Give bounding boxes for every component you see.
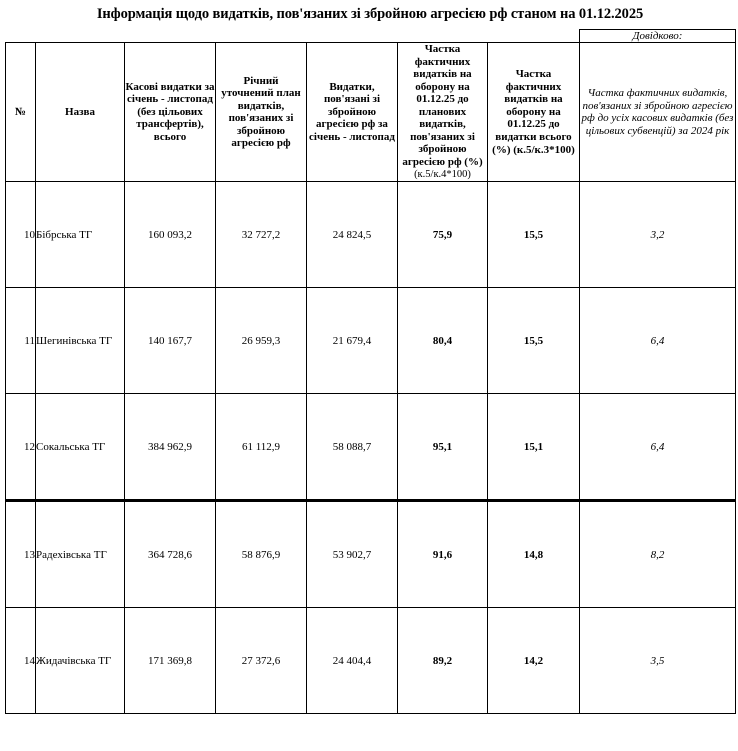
cell-annual-plan: 32 727,2 [215,181,307,289]
cell-actual: 53 902,7 [306,499,398,609]
spacer-cell-7 [488,29,580,43]
table-row[interactable]: 13 Радехівська ТГ 364 728,6 58 876,9 53 … [5,499,736,609]
header-name: Назва [35,42,125,183]
spacer-cell-4 [216,29,307,43]
page-title: Інформація щодо видатків, пов'язаних зі … [96,6,644,22]
cell-actual: 24 824,5 [306,181,398,289]
cell-name: Жидачівська ТГ [35,607,125,715]
spacer-cell-2 [36,29,125,43]
cell-annual-plan: 61 112,9 [215,393,307,502]
cell-share-of-total: 15,1 [487,393,580,502]
cell-row-number: 10 [5,181,36,289]
header-share-of-total-main: Частка фактичних видатків на оборону на … [495,68,572,143]
cell-share-of-plan: 89,2 [397,607,488,715]
cell-reference-2024: 6,4 [579,287,736,395]
header-num: № [5,42,36,183]
cell-annual-plan: 58 876,9 [215,499,307,609]
cell-annual-plan: 27 372,6 [215,607,307,715]
cell-name: Радехівська ТГ [35,499,125,609]
expenditures-table: Довідково: № Назва Касові видатки за січ… [5,28,736,715]
cell-cash-total: 160 093,2 [124,181,216,289]
cell-share-of-plan: 80,4 [397,287,488,395]
cell-share-of-total: 15,5 [487,287,580,395]
cell-reference-2024: 3,5 [579,607,736,715]
spacer-cell-1 [6,29,36,43]
header-share-of-total-formula: (%) (к.5/к.3*100) [492,143,575,156]
cell-cash-total: 171 369,8 [124,607,216,715]
header-annual-plan: Річний уточнений план видатків, пов'язан… [215,42,307,183]
header-share-of-plan: Частка фактичних видатків на оборону на … [397,42,488,183]
table-row[interactable]: 11 Шегинівська ТГ 140 167,7 26 959,3 21 … [5,287,736,395]
cell-row-number: 14 [5,607,36,715]
header-share-of-total: Частка фактичних видатків на оборону на … [487,42,580,183]
header-cash-total: Касові видатки за січень - листопад (без… [124,42,216,183]
table-row[interactable]: 10 Бібрська ТГ 160 093,2 32 727,2 24 824… [5,181,736,289]
cell-share-of-plan: 95,1 [397,393,488,502]
spacer-cell-6 [398,29,488,43]
header-share-of-plan-main: Частка фактичних видатків на оборону на … [402,43,483,168]
cell-cash-total: 364 728,6 [124,499,216,609]
cell-row-number: 11 [5,287,36,395]
cell-cash-total: 140 167,7 [124,287,216,395]
cell-reference-2024: 8,2 [579,499,736,609]
cell-name: Шегинівська ТГ [35,287,125,395]
cell-row-number: 13 [5,499,36,609]
table-row[interactable]: 12 Сокальська ТГ 384 962,9 61 112,9 58 0… [5,393,736,502]
cell-share-of-total: 14,2 [487,607,580,715]
cell-reference-2024: 3,2 [579,181,736,289]
table-header-row: № Назва Касові видатки за січень - листо… [5,42,736,183]
header-actual-expenditures: Видатки, пов'язані зі збройною агресією … [306,42,398,183]
cell-reference-2024: 6,4 [579,393,736,502]
spacer-cell-3 [125,29,216,43]
cell-actual: 24 404,4 [306,607,398,715]
reference-label: Довідково: [579,28,736,44]
cell-annual-plan: 26 959,3 [215,287,307,395]
cell-name: Бібрська ТГ [35,181,125,289]
cell-share-of-plan: 75,9 [397,181,488,289]
cell-share-of-total: 15,5 [487,181,580,289]
cell-row-number: 12 [5,393,36,502]
spacer-cell-5 [307,29,398,43]
header-reference-2024: Частка фактичних видатків, пов'язаних зі… [579,42,736,183]
cell-actual: 21 679,4 [306,287,398,395]
table-row[interactable]: 14 Жидачівська ТГ 171 369,8 27 372,6 24 … [5,607,736,715]
reference-header-row: Довідково: [6,28,736,44]
cell-actual: 58 088,7 [306,393,398,502]
cell-share-of-total: 14,8 [487,499,580,609]
cell-share-of-plan: 91,6 [397,499,488,609]
header-share-of-plan-formula: (к.5/к.4*100) [414,169,471,181]
cell-cash-total: 384 962,9 [124,393,216,502]
cell-name: Сокальська ТГ [35,393,125,502]
